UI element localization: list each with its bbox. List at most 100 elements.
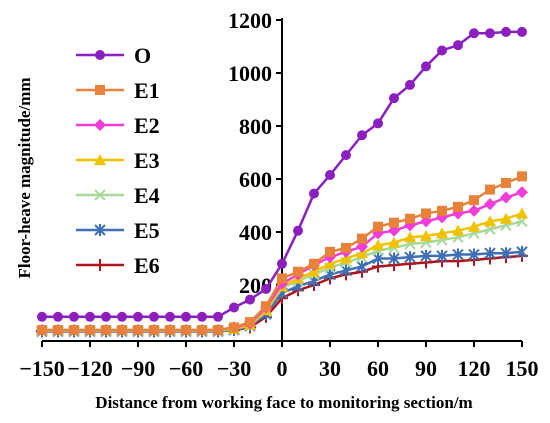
marker-shape: [500, 191, 512, 204]
data-point: [501, 177, 511, 188]
marker-shape: [37, 325, 47, 336]
x-tick-label: 60: [367, 356, 389, 381]
data-point: [165, 325, 175, 336]
data-point: [484, 215, 496, 227]
marker-shape: [229, 322, 239, 333]
marker-shape: [484, 247, 496, 260]
marker-shape: [261, 283, 271, 294]
legend-marker: [94, 224, 106, 236]
data-point: [309, 188, 319, 199]
marker-shape: [94, 224, 106, 236]
marker-shape: [388, 236, 400, 248]
marker-shape: [437, 205, 447, 216]
marker-shape: [309, 188, 319, 199]
marker-shape: [341, 150, 351, 161]
x-tick-label: −150: [19, 356, 65, 381]
legend-label: O: [134, 43, 151, 68]
legend-label: E6: [134, 253, 160, 278]
marker-shape: [516, 207, 528, 219]
marker-shape: [95, 50, 105, 60]
marker-shape: [165, 325, 175, 336]
data-point: [388, 252, 400, 265]
legend-marker: [94, 259, 106, 271]
marker-shape: [101, 325, 111, 336]
data-point: [453, 201, 463, 212]
data-point: [516, 207, 528, 219]
data-point: [437, 205, 447, 216]
marker-shape: [469, 195, 479, 206]
legend-label: E1: [134, 78, 160, 103]
marker-shape: [468, 220, 480, 232]
data-point: [405, 213, 415, 224]
data-point: [500, 212, 512, 224]
legend-label: E3: [134, 148, 160, 173]
data-point: [325, 246, 335, 257]
data-point: [452, 224, 464, 236]
data-point: [485, 184, 495, 195]
legend-marker: [95, 85, 105, 95]
marker-shape: [213, 311, 223, 322]
marker-shape: [484, 198, 496, 211]
marker-shape: [453, 201, 463, 212]
marker-shape: [404, 231, 416, 243]
data-point: [373, 221, 383, 232]
marker-shape: [340, 252, 352, 264]
data-point: [117, 311, 127, 322]
marker-shape: [421, 61, 431, 72]
y-axis-title: Floor-heave magnitude/mm: [15, 78, 34, 279]
marker-shape: [53, 325, 63, 336]
data-point: [357, 130, 367, 141]
legend-item-e6: E6: [76, 253, 160, 278]
data-point: [324, 257, 336, 269]
series-e1: [37, 171, 527, 336]
data-point: [500, 247, 512, 260]
marker-shape: [405, 79, 415, 90]
data-point: [389, 217, 399, 228]
legend-item-e2: E2: [76, 113, 160, 138]
marker-shape: [453, 40, 463, 51]
legend-item-o: O: [76, 43, 151, 68]
data-point: [389, 93, 399, 104]
marker-shape: [117, 311, 127, 322]
y-tick-label: 1200: [228, 8, 272, 33]
data-point: [325, 170, 335, 181]
x-tick-label: 120: [458, 356, 491, 381]
legend-marker: [94, 154, 106, 165]
data-point: [181, 325, 191, 336]
data-point: [436, 227, 448, 239]
marker-shape: [436, 227, 448, 239]
y-tick-label: 800: [239, 114, 272, 139]
marker-shape: [277, 273, 287, 284]
marker-shape: [468, 248, 480, 261]
data-point: [453, 40, 463, 51]
x-tick-label: −30: [217, 356, 252, 381]
marker-shape: [69, 325, 79, 336]
marker-shape: [501, 26, 511, 37]
marker-shape: [341, 242, 351, 253]
data-point: [229, 322, 239, 333]
marker-shape: [133, 311, 143, 322]
marker-shape: [325, 170, 335, 181]
data-point: [421, 208, 431, 219]
marker-shape: [213, 325, 223, 336]
x-tick-label: 30: [319, 356, 341, 381]
legend-label: E5: [134, 218, 160, 243]
marker-shape: [165, 311, 175, 322]
marker-shape: [133, 325, 143, 336]
data-point: [308, 265, 320, 277]
marker-shape: [149, 325, 159, 336]
marker-shape: [324, 257, 336, 269]
data-point: [436, 249, 448, 262]
marker-shape: [309, 258, 319, 269]
data-point: [213, 325, 223, 336]
y-tick-label: 600: [239, 167, 272, 192]
marker-shape: [181, 325, 191, 336]
x-tick-label: −60: [169, 356, 204, 381]
marker-shape: [245, 294, 255, 305]
data-point: [53, 325, 63, 336]
data-point: [309, 258, 319, 269]
data-point: [181, 311, 191, 322]
marker-shape: [181, 311, 191, 322]
data-point: [133, 325, 143, 336]
